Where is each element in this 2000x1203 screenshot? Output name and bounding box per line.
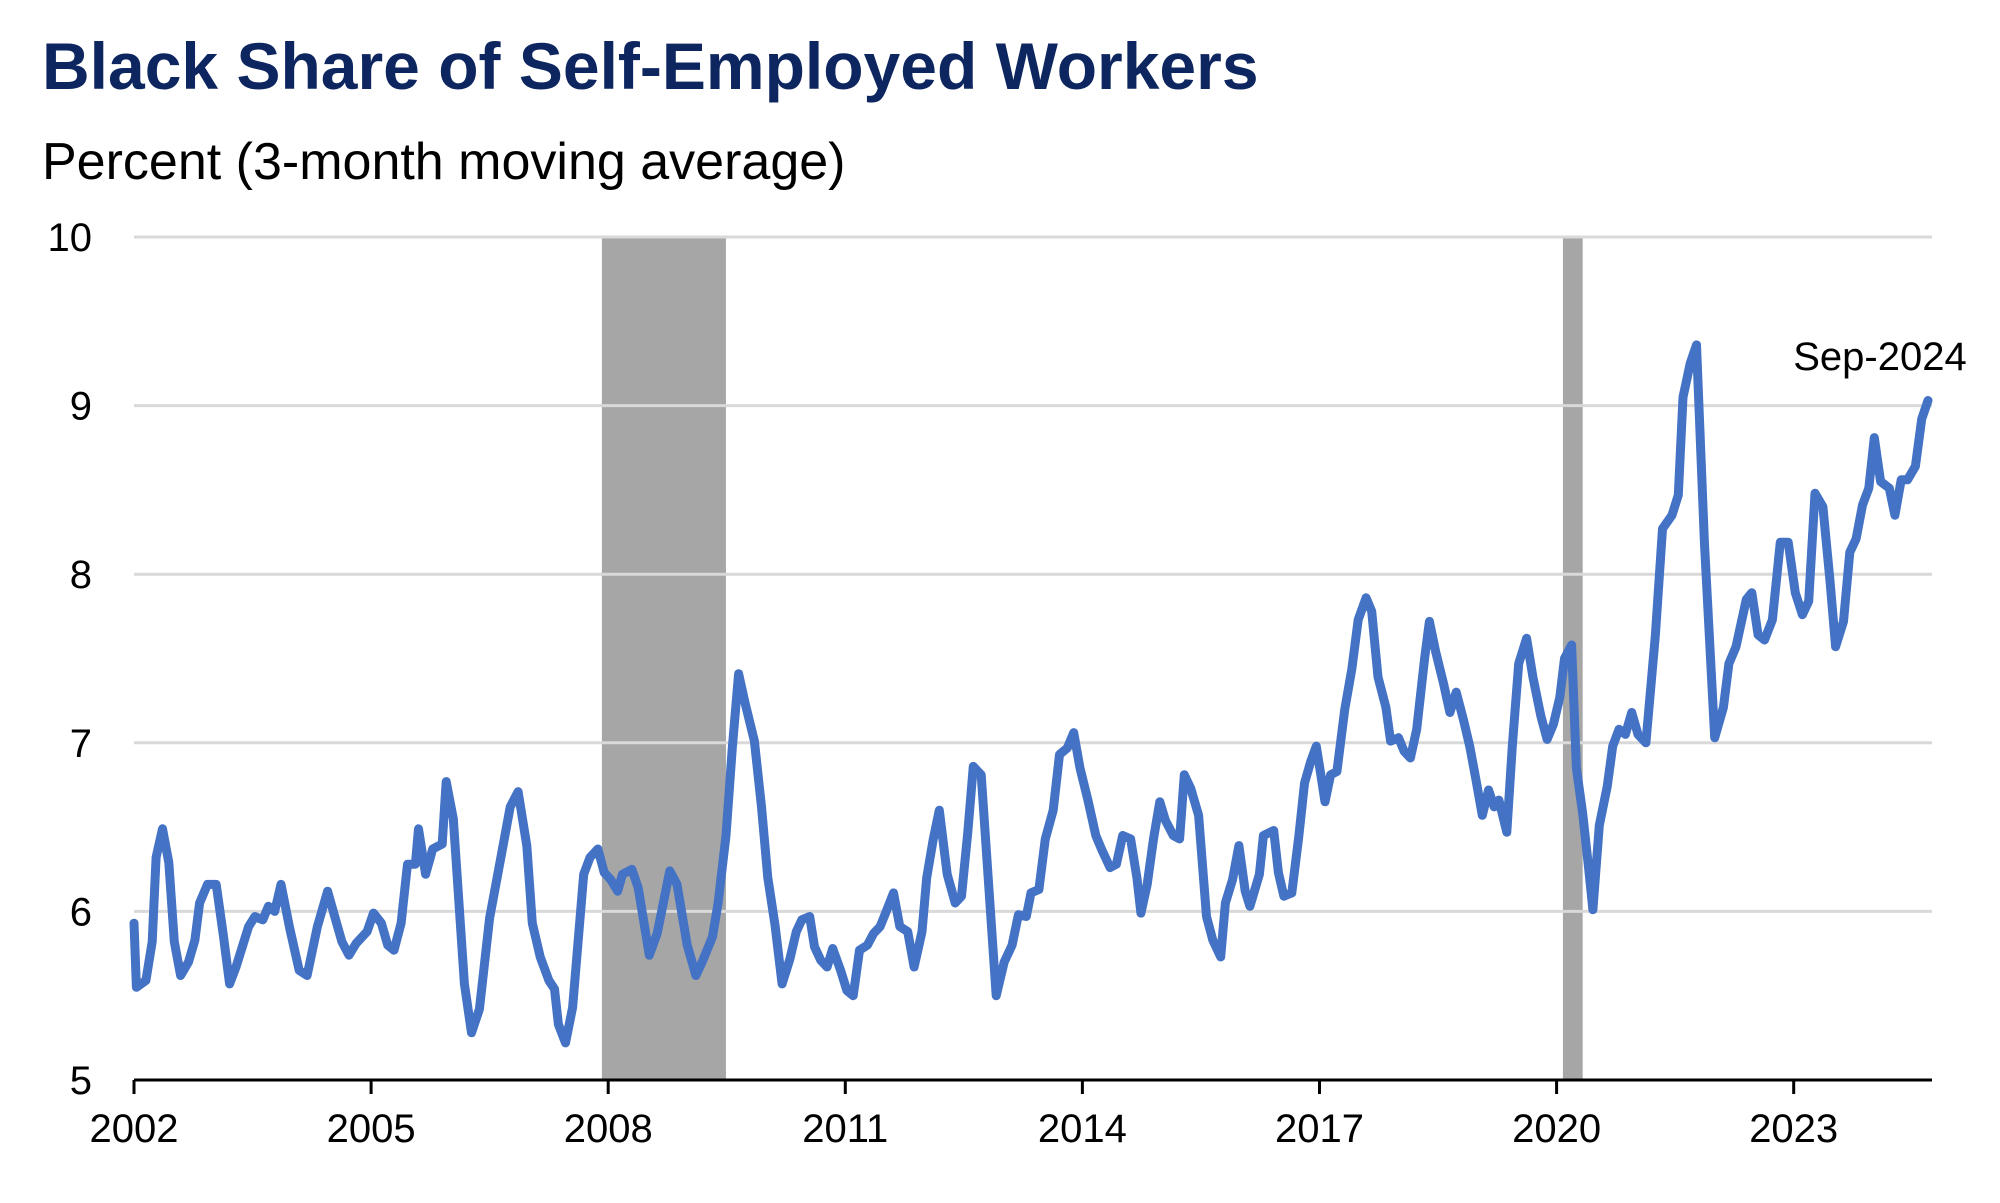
chart-title: Black Share of Self-Employed Workers: [42, 29, 1259, 103]
gridlines: [134, 235, 1932, 913]
y-axis-ticks: 5 6 7 8 9 10: [48, 216, 93, 1103]
series-line: [129, 340, 1933, 1048]
y-tick-label: 6: [70, 890, 92, 934]
x-tick-label: 2002: [90, 1107, 179, 1151]
x-tick-label: 2011: [802, 1107, 888, 1151]
x-tick-label: 2005: [327, 1107, 416, 1151]
chart-subtitle: Percent (3-month moving average): [42, 133, 846, 191]
y-tick-label: 8: [70, 553, 92, 597]
recession-band: [601, 237, 726, 1080]
x-axis: 2002 2005 2008 2011 2014 2017 2020 2023: [90, 1078, 1932, 1151]
x-tick-label: 2020: [1512, 1107, 1601, 1151]
y-tick-label: 5: [70, 1059, 92, 1103]
recession-bands: [601, 237, 1583, 1080]
y-tick-label: 9: [70, 385, 92, 429]
y-tick-label: 10: [48, 216, 93, 260]
series-group: [129, 340, 1933, 1048]
y-tick-label: 7: [70, 722, 92, 766]
x-tick-label: 2014: [1038, 1107, 1127, 1151]
x-tick-label: 2017: [1275, 1107, 1364, 1151]
x-tick-label: 2023: [1749, 1107, 1838, 1151]
last-point-annotation: Sep-2024: [1793, 335, 1966, 379]
x-tick-label: 2008: [564, 1107, 653, 1151]
